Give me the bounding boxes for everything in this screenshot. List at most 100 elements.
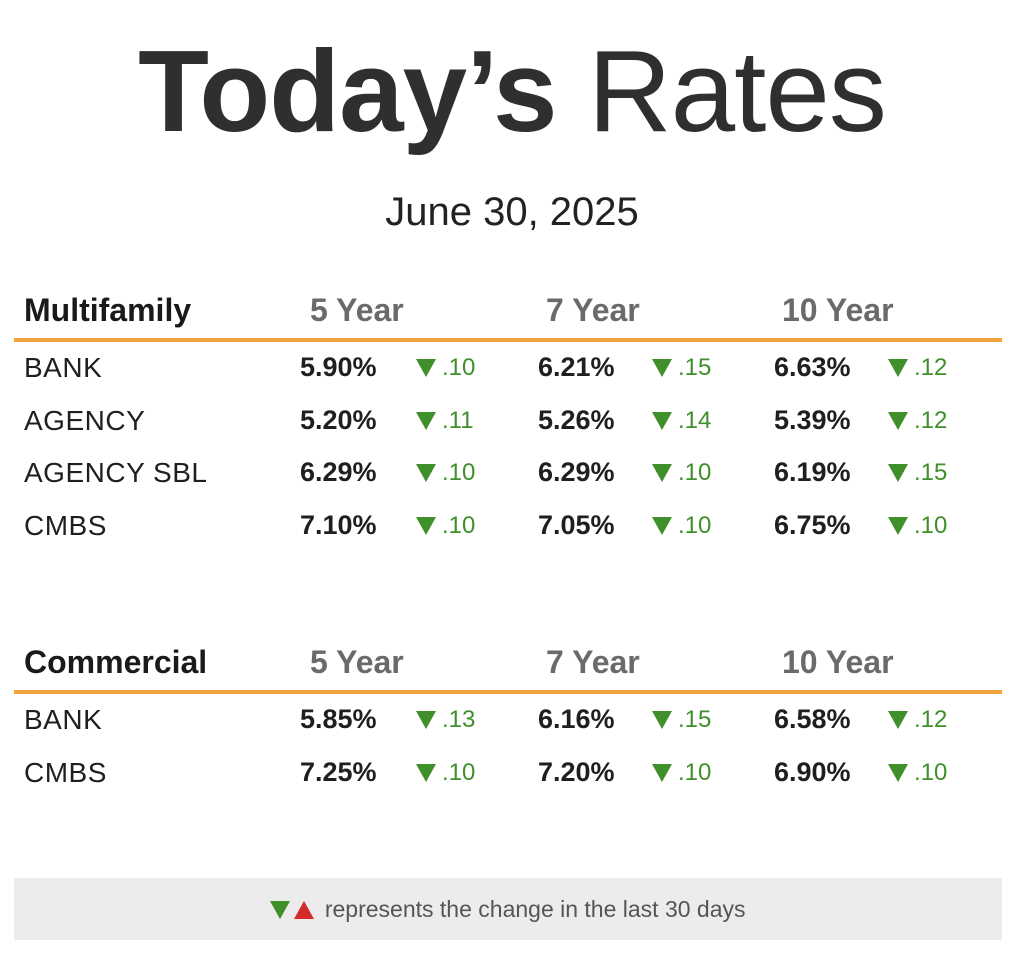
column-header-7-year: 7 Year <box>546 644 640 680</box>
rate-5-year: 5.90% <box>300 352 377 382</box>
rate-10-year: 6.63% <box>774 352 851 382</box>
triangle-down-icon <box>888 464 908 482</box>
triangle-down-icon <box>652 411 672 430</box>
triangle-down-icon <box>416 516 436 535</box>
lender-label: AGENCY <box>24 404 146 436</box>
change-value: .12 <box>914 406 948 434</box>
lender-label: CMBS <box>24 756 107 788</box>
change-7-year: .10 <box>652 512 711 540</box>
triangle-down-icon <box>652 711 672 729</box>
change-5-year: .10 <box>416 354 475 382</box>
rate-10-year: 6.58% <box>774 704 851 734</box>
rate-row-bank: BANK 5.90% .10 6.21% .15 6.63% .12 <box>14 342 1002 395</box>
rate-7-year: 6.29% <box>538 457 615 487</box>
change-5-year: .13 <box>416 706 475 734</box>
rate-row-bank: BANK 5.85% .13 6.16% .15 6.58% .12 <box>14 694 1002 747</box>
rate-5-year: 5.20% <box>300 404 377 435</box>
commercial-header: Commercial 5 Year 7 Year 10 Year <box>14 638 1002 694</box>
change-7-year: .14 <box>652 407 711 435</box>
lender-label: AGENCY SBL <box>24 457 208 488</box>
change-value: .12 <box>914 706 948 733</box>
change-value: .10 <box>442 511 476 539</box>
triangle-down-icon <box>270 901 291 919</box>
lender-label: BANK <box>24 352 103 383</box>
legend-footer: represents the change in the last 30 day… <box>14 878 1002 940</box>
rate-row-agency: AGENCY 5.20% .11 5.26% .14 5.39% .12 <box>14 395 1002 448</box>
page-title-light: Rates <box>587 26 887 156</box>
change-7-year: .15 <box>652 354 711 382</box>
section-title: Commercial <box>24 644 208 680</box>
change-10-year: .12 <box>888 407 947 435</box>
change-7-year: .10 <box>652 459 711 487</box>
triangle-down-icon <box>888 516 908 535</box>
triangle-down-icon <box>416 711 436 729</box>
triangle-down-icon <box>888 763 908 782</box>
triangle-down-icon <box>416 359 436 377</box>
change-10-year: .10 <box>888 512 947 540</box>
column-header-10-year: 10 Year <box>782 292 894 328</box>
change-10-year: .10 <box>888 759 947 787</box>
change-value: .10 <box>442 354 476 381</box>
change-value: .10 <box>678 511 712 539</box>
lender-label: CMBS <box>24 509 107 541</box>
change-5-year: .10 <box>416 459 475 487</box>
legend-text: represents the change in the last 30 day… <box>324 896 746 922</box>
change-value: .14 <box>678 406 712 434</box>
triangle-down-icon <box>416 763 436 782</box>
triangle-down-icon <box>888 711 908 729</box>
commercial-section: Commercial 5 Year 7 Year 10 Year BANK 5.… <box>14 638 1002 799</box>
change-value: .15 <box>914 459 948 486</box>
change-value: .10 <box>678 758 712 786</box>
section-title: Multifamily <box>24 292 192 328</box>
rate-5-year: 7.25% <box>300 756 377 787</box>
rate-7-year: 6.16% <box>538 704 615 734</box>
rate-10-year: 6.75% <box>774 509 851 540</box>
column-header-5-year: 5 Year <box>310 292 404 328</box>
change-value: .10 <box>678 459 712 486</box>
rate-row-cmbs: CMBS 7.25% .10 7.20% .10 6.90% .10 <box>14 747 1002 800</box>
rate-10-year: 6.90% <box>774 756 851 787</box>
triangle-down-icon <box>888 411 908 430</box>
change-5-year: .11 <box>416 407 474 435</box>
triangle-down-icon <box>888 359 908 377</box>
column-header-10-year: 10 Year <box>782 644 894 680</box>
triangle-up-icon <box>294 901 315 919</box>
triangle-down-icon <box>652 464 672 482</box>
change-10-year: .12 <box>888 706 947 734</box>
multifamily-section: Multifamily 5 Year 7 Year 10 Year BANK 5… <box>14 286 1002 552</box>
change-value: .10 <box>442 758 476 786</box>
column-header-7-year: 7 Year <box>546 292 640 328</box>
page-title: Today’s Rates <box>0 26 1024 156</box>
triangle-down-icon <box>652 359 672 377</box>
rate-7-year: 6.21% <box>538 352 615 382</box>
rate-5-year: 7.10% <box>300 509 377 540</box>
change-value: .10 <box>914 758 948 786</box>
change-5-year: .10 <box>416 512 475 540</box>
rate-7-year: 5.26% <box>538 404 615 435</box>
change-10-year: .12 <box>888 354 947 382</box>
change-10-year: .15 <box>888 459 947 487</box>
change-value: .10 <box>914 511 948 539</box>
change-value: .11 <box>442 406 474 434</box>
change-7-year: .15 <box>652 706 711 734</box>
rate-7-year: 7.05% <box>538 509 615 540</box>
change-value: .10 <box>442 459 476 486</box>
change-value: .15 <box>678 706 712 733</box>
rate-5-year: 6.29% <box>300 457 377 487</box>
rate-5-year: 5.85% <box>300 704 377 734</box>
triangle-down-icon <box>652 763 672 782</box>
change-7-year: .10 <box>652 759 711 787</box>
change-value: .13 <box>442 706 476 733</box>
triangle-down-icon <box>416 464 436 482</box>
page-title-bold: Today’s <box>138 26 557 156</box>
rate-row-cmbs: CMBS 7.10% .10 7.05% .10 6.75% .10 <box>14 500 1002 553</box>
change-value: .15 <box>678 354 712 381</box>
rate-10-year: 5.39% <box>774 404 851 435</box>
rate-7-year: 7.20% <box>538 756 615 787</box>
triangle-down-icon <box>416 411 436 430</box>
lender-label: BANK <box>24 704 103 735</box>
column-header-5-year: 5 Year <box>310 644 404 680</box>
change-value: .12 <box>914 354 948 381</box>
rates-date: June 30, 2025 <box>385 190 639 234</box>
rate-row-agency-sbl: AGENCY SBL 6.29% .10 6.29% .10 6.19% .15 <box>14 447 1002 500</box>
